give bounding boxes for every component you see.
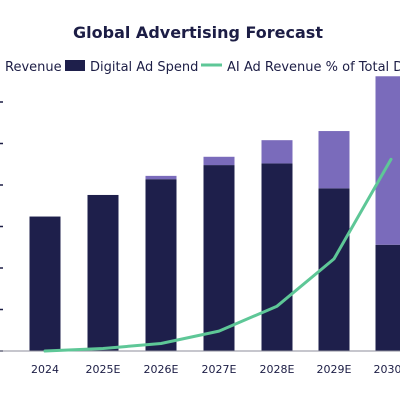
bar-ai-ad-revenue-2029e (318, 131, 350, 189)
bars (29, 76, 400, 351)
bar-digital-ad-spend-2026e (145, 179, 177, 351)
bar-ai-ad-revenue-2026e (145, 175, 177, 180)
bar-digital-ad-spend-2024 (29, 216, 61, 351)
bar-digital-ad-spend-2030e (375, 244, 400, 351)
bar-ai-ad-revenue-2028e (261, 140, 293, 164)
ai-share-line (43, 157, 393, 353)
x-tick-label-2030e: 2030E (374, 363, 400, 376)
legend-label-ai-revenue: Revenue (5, 60, 62, 75)
bar-ai-ad-revenue-2027e (203, 156, 235, 166)
x-tick-label-2024: 2024 (31, 363, 59, 376)
bar-digital-ad-spend-2028e (261, 163, 293, 351)
legend: Revenue Digital Ad Spend AI Ad Revenue %… (5, 60, 400, 75)
legend-swatch-digital-ad-spend (65, 60, 85, 71)
bar-digital-ad-spend-2027e (203, 165, 235, 351)
bar-digital-ad-spend-2025e (87, 194, 119, 351)
x-axis-labels: 2024 2025E 2026E 2027E 2028E 2029E 2030E (31, 363, 400, 376)
x-tick-label-2029e: 2029E (317, 363, 352, 376)
chart-title: Global Advertising Forecast (73, 23, 323, 42)
y-axis-ticks (0, 101, 3, 352)
bar-ai-ad-revenue-2030e (375, 76, 400, 245)
x-tick-label-2026e: 2026E (144, 363, 179, 376)
legend-label-digital-ad-spend: Digital Ad Spend (90, 60, 198, 75)
x-tick-label-2027e: 2027E (202, 363, 237, 376)
bar-digital-ad-spend-2029e (318, 188, 350, 351)
legend-label-ai-share: AI Ad Revenue % of Total Digital (227, 60, 400, 75)
x-tick-label-2025e: 2025E (86, 363, 121, 376)
x-tick-label-2028e: 2028E (260, 363, 295, 376)
